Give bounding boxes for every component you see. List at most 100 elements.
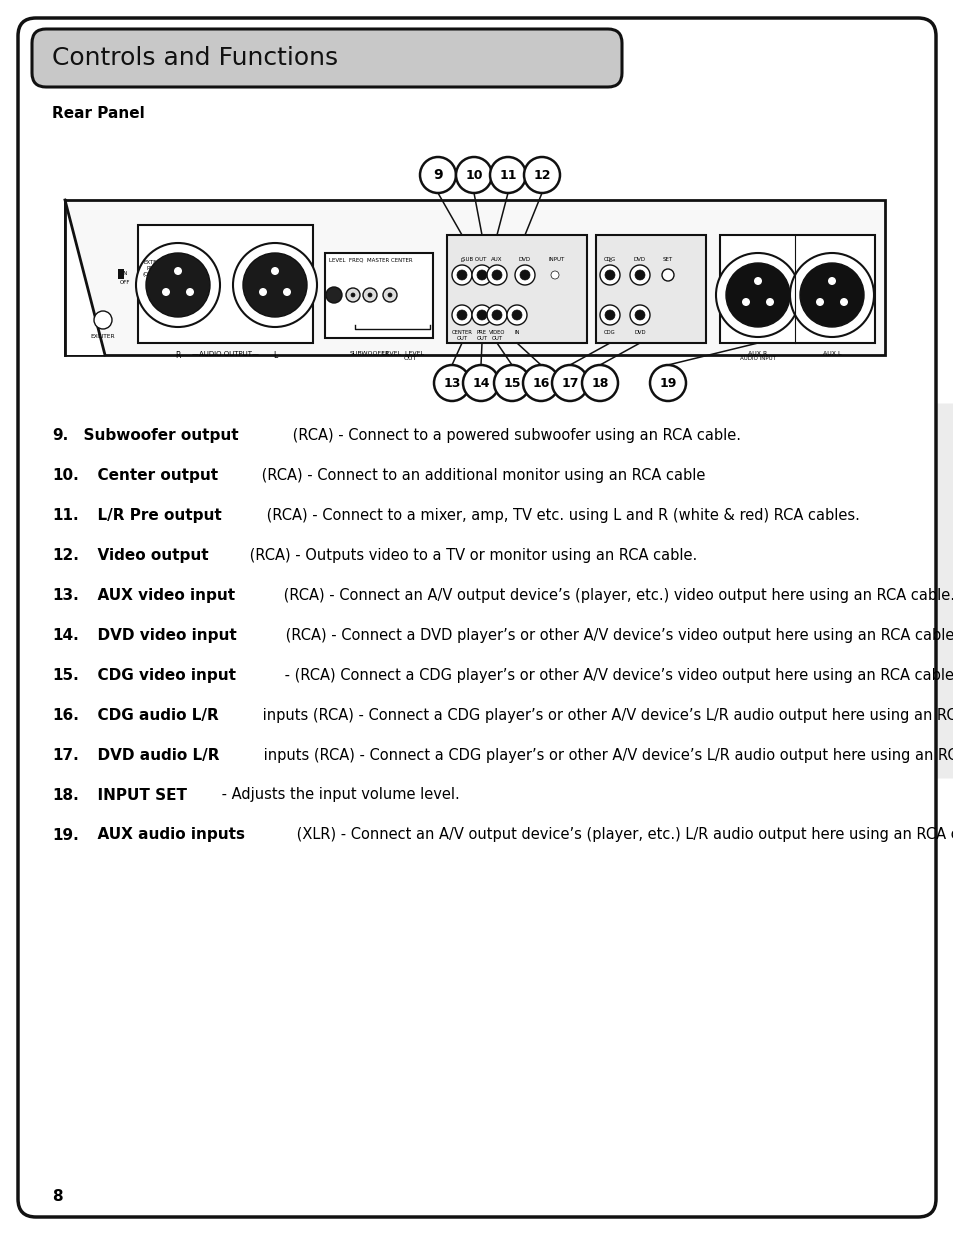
Text: LEVEL  LEVEL: LEVEL LEVEL <box>381 351 423 356</box>
Text: CDG video input: CDG video input <box>87 667 235 683</box>
Text: LEVEL  FREQ  MASTER CENTER: LEVEL FREQ MASTER CENTER <box>329 257 413 262</box>
Circle shape <box>368 293 372 296</box>
Polygon shape <box>65 200 105 354</box>
Text: 9.: 9. <box>52 427 69 442</box>
Circle shape <box>351 293 355 296</box>
Text: Center output: Center output <box>87 468 217 483</box>
Text: AUDIO INPUT: AUDIO INPUT <box>740 356 775 361</box>
Text: 16.: 16. <box>52 708 79 722</box>
Text: - (RCA) Connect a CDG player’s or other A/V device’s video output here using an : - (RCA) Connect a CDG player’s or other … <box>280 667 953 683</box>
Text: EXTERNAL
REMOTE
(OPTIONAL): EXTERNAL REMOTE (OPTIONAL) <box>142 261 173 278</box>
Circle shape <box>635 270 644 280</box>
Text: (RCA) - Outputs video to a TV or monitor using an RCA cable.: (RCA) - Outputs video to a TV or monitor… <box>245 547 697 562</box>
Circle shape <box>604 310 615 320</box>
Text: VIDEO
OUT: VIDEO OUT <box>488 330 505 341</box>
Text: 17: 17 <box>560 377 578 389</box>
Text: 18.: 18. <box>52 788 79 803</box>
Circle shape <box>800 263 863 327</box>
Circle shape <box>146 253 210 317</box>
Text: CDG: CDG <box>603 257 616 262</box>
Circle shape <box>629 266 649 285</box>
Text: 14.: 14. <box>52 627 79 642</box>
FancyBboxPatch shape <box>18 19 935 1216</box>
Circle shape <box>173 267 182 275</box>
Bar <box>65 200 884 354</box>
Circle shape <box>741 298 749 306</box>
Text: 14: 14 <box>322 387 953 884</box>
Text: SUB OUT: SUB OUT <box>461 257 486 262</box>
Circle shape <box>552 366 587 401</box>
Bar <box>447 235 586 343</box>
Circle shape <box>827 277 835 285</box>
Circle shape <box>456 157 492 193</box>
Circle shape <box>522 366 558 401</box>
Circle shape <box>494 366 530 401</box>
Text: 19.: 19. <box>52 827 79 842</box>
Circle shape <box>186 288 193 296</box>
Text: SUBWOOFER: SUBWOOFER <box>350 351 390 356</box>
Circle shape <box>629 305 649 325</box>
Text: 17.: 17. <box>52 747 79 762</box>
Circle shape <box>492 310 501 320</box>
Text: AUX L: AUX L <box>821 351 841 356</box>
Text: 13.: 13. <box>52 588 79 603</box>
Text: DVD: DVD <box>634 330 645 335</box>
Text: (RCA) - Connect to a powered subwoofer using an RCA cable.: (RCA) - Connect to a powered subwoofer u… <box>288 427 740 442</box>
Circle shape <box>523 157 559 193</box>
FancyBboxPatch shape <box>32 28 621 86</box>
Text: 19: 19 <box>659 377 676 389</box>
Text: (XLR) - Connect an A/V output device’s (player, etc.) L/R audio output here usin: (XLR) - Connect an A/V output device’s (… <box>292 827 953 842</box>
Circle shape <box>462 366 498 401</box>
Text: (RCA) - Connect an A/V output device’s (player, etc.) video output here using an: (RCA) - Connect an A/V output device’s (… <box>279 588 953 603</box>
Text: - Adjusts the input volume level.: - Adjusts the input volume level. <box>216 788 459 803</box>
Circle shape <box>492 270 501 280</box>
Circle shape <box>515 266 535 285</box>
Circle shape <box>452 266 472 285</box>
Circle shape <box>456 270 467 280</box>
Circle shape <box>599 305 619 325</box>
Text: 13: 13 <box>443 377 460 389</box>
Text: AUX R: AUX R <box>747 351 767 356</box>
Text: Rear Panel: Rear Panel <box>52 105 145 121</box>
Text: AUX: AUX <box>491 257 502 262</box>
Text: SET: SET <box>662 257 673 262</box>
Bar <box>596 235 705 343</box>
Text: IN: IN <box>514 330 519 335</box>
Circle shape <box>136 243 220 327</box>
Circle shape <box>789 253 873 337</box>
Circle shape <box>162 288 170 296</box>
Text: Controls and Functions: Controls and Functions <box>52 46 337 70</box>
Text: (RCA) - Connect to an additional monitor using an RCA cable: (RCA) - Connect to an additional monitor… <box>256 468 704 483</box>
Text: CENTER
OUT: CENTER OUT <box>451 330 472 341</box>
Circle shape <box>382 288 396 303</box>
Circle shape <box>258 288 267 296</box>
Circle shape <box>815 298 823 306</box>
Circle shape <box>512 310 521 320</box>
Text: 15.: 15. <box>52 667 79 683</box>
Circle shape <box>472 266 492 285</box>
Circle shape <box>346 288 359 303</box>
Text: 15: 15 <box>503 377 520 389</box>
Text: 12: 12 <box>533 168 550 182</box>
Text: 11: 11 <box>498 168 517 182</box>
Circle shape <box>388 293 392 296</box>
Circle shape <box>486 305 506 325</box>
Text: EXCITER: EXCITER <box>91 333 115 338</box>
Text: 14: 14 <box>472 377 489 389</box>
Circle shape <box>419 157 456 193</box>
Circle shape <box>604 270 615 280</box>
Bar <box>720 235 874 343</box>
Text: 10: 10 <box>465 168 482 182</box>
Text: Video output: Video output <box>87 547 209 562</box>
Circle shape <box>635 310 644 320</box>
Text: 9: 9 <box>433 168 442 182</box>
Circle shape <box>486 266 506 285</box>
Circle shape <box>649 366 685 401</box>
Circle shape <box>661 269 673 282</box>
Bar <box>118 269 124 279</box>
Text: (RCA) - Connect to a mixer, amp, TV etc. using L and R (white & red) RCA cables.: (RCA) - Connect to a mixer, amp, TV etc.… <box>261 508 859 522</box>
Text: AUX audio inputs: AUX audio inputs <box>87 827 245 842</box>
Circle shape <box>94 311 112 329</box>
Circle shape <box>725 263 789 327</box>
Circle shape <box>551 270 558 279</box>
